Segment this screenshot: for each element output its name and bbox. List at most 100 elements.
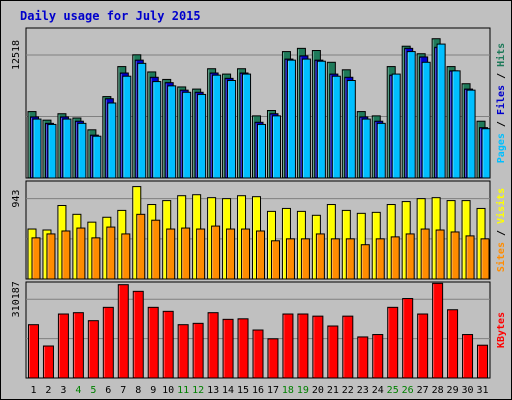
bar-sites-day-14 [226,228,236,280]
bar-pages-day-12 [197,93,207,179]
x-tick-label-4: 4 [75,385,81,396]
bar-pages-day-6-body [107,102,117,179]
bar-kbytes-day-2 [42,345,54,379]
bar-pages-day-6 [107,102,117,179]
bar-pages-day-2-body [47,123,57,179]
bar-pages-day-14 [227,80,237,179]
bar-kbytes-day-27-body [417,313,429,379]
x-tick-label-5: 5 [90,385,96,396]
bar-pages-day-21-body [331,75,341,179]
x-tick-label-25: 25 [387,385,399,396]
panel-kbytes-series-label: KBytes [496,312,507,348]
bar-pages-day-5-body [92,135,102,179]
bar-kbytes-day-22-body [342,315,354,379]
bar-pages-day-18-body [286,59,296,179]
bar-pages-day-30-body [466,89,476,179]
bar-sites-day-28 [435,229,445,280]
bar-sites-day-3-body [61,230,71,280]
bar-pages-day-1 [32,118,42,179]
bar-kbytes-day-18 [282,313,294,379]
bar-kbytes-day-13 [207,312,219,379]
bar-pages-day-20 [316,60,326,179]
bar-pages-day-7-body [122,75,132,179]
bar-pages-day-25-body [391,73,401,179]
bar-kbytes-day-13-body [207,312,219,379]
bar-sites-day-18-body [285,238,295,280]
x-tick-label-15: 15 [237,385,249,396]
x-tick-label-30: 30 [462,385,474,396]
bar-sites-day-26 [405,233,415,280]
bar-kbytes-day-26-body [402,298,414,379]
series-label-part: / [496,224,507,242]
bar-sites-day-23-body [360,244,370,280]
x-tick-label-11: 11 [177,385,189,396]
bar-kbytes-day-28-body [432,282,444,379]
bar-kbytes-day-31-body [477,344,489,379]
bar-pages-day-29 [451,70,461,179]
bar-pages-day-27-body [421,61,431,179]
bar-sites-day-5 [91,237,101,280]
bar-sites-day-25-body [390,236,400,280]
bar-pages-day-21 [331,75,341,179]
bar-pages-day-9-body [152,81,162,179]
bar-sites-day-20 [315,233,325,280]
x-tick-label-23: 23 [357,385,369,396]
x-tick-label-27: 27 [417,385,429,396]
bar-pages-day-28-body [436,43,446,179]
bar-sites-day-13-body [211,225,221,280]
bar-sites-day-27-body [420,228,430,280]
series-label-part: / [496,115,507,133]
bar-sites-day-5-body [91,237,101,280]
series-label-part: Hits [495,43,507,67]
x-tick-label-20: 20 [312,385,324,396]
bar-sites-day-19 [300,238,310,280]
bar-kbytes-day-1 [27,324,39,379]
bar-pages-day-19-body [301,58,311,179]
bar-kbytes-day-3-body [57,313,69,379]
bar-pages-day-11 [182,91,192,179]
bar-kbytes-day-1-body [27,324,39,379]
bar-kbytes-day-29-body [447,309,459,379]
x-tick-label-7: 7 [120,385,126,396]
bar-pages-day-3-body [62,118,72,179]
bar-kbytes-day-25-body [387,306,399,379]
bar-pages-day-16-body [257,123,267,179]
panel-kbytes-scale-label: 310187 [11,281,22,317]
bar-sites-day-14-body [226,228,236,280]
x-tick-label-13: 13 [207,385,219,396]
bar-kbytes-day-28 [432,282,444,379]
bar-sites-day-20-body [315,233,325,280]
bar-sites-day-2-body [46,233,56,280]
bar-pages-day-4 [77,122,87,179]
x-tick-label-6: 6 [105,385,111,396]
bar-pages-day-2 [47,123,57,179]
bar-pages-day-8 [137,62,147,179]
x-tick-label-17: 17 [267,385,279,396]
bar-kbytes-day-22 [342,315,354,379]
chart-title: Daily usage for July 2015 [20,9,201,23]
x-tick-label-10: 10 [162,385,174,396]
bar-kbytes-day-11-body [177,324,189,379]
bar-kbytes-day-24 [372,334,384,379]
bar-kbytes-day-20 [312,315,324,379]
bar-pages-day-31-body [481,128,491,179]
bar-kbytes-day-4-body [72,312,84,379]
bar-kbytes-day-5-body [87,320,99,379]
bar-pages-day-14-body [227,80,237,179]
bar-sites-day-22 [345,238,355,280]
bar-kbytes-day-8-body [132,290,144,379]
bar-kbytes-day-14 [222,318,234,379]
bar-sites-day-11 [181,227,191,280]
bar-pages-day-4-body [77,122,87,179]
bar-sites-day-17-body [270,240,280,280]
bar-kbytes-day-6 [102,306,114,379]
bar-pages-day-19 [301,58,311,179]
bar-kbytes-day-10 [162,310,174,379]
series-label-part: Files [495,85,507,115]
bar-sites-day-28-body [435,229,445,280]
bar-pages-day-23 [361,118,371,179]
bar-kbytes-day-19-body [297,313,309,379]
x-tick-label-18: 18 [282,385,294,396]
series-label-part: Pages [496,133,507,163]
